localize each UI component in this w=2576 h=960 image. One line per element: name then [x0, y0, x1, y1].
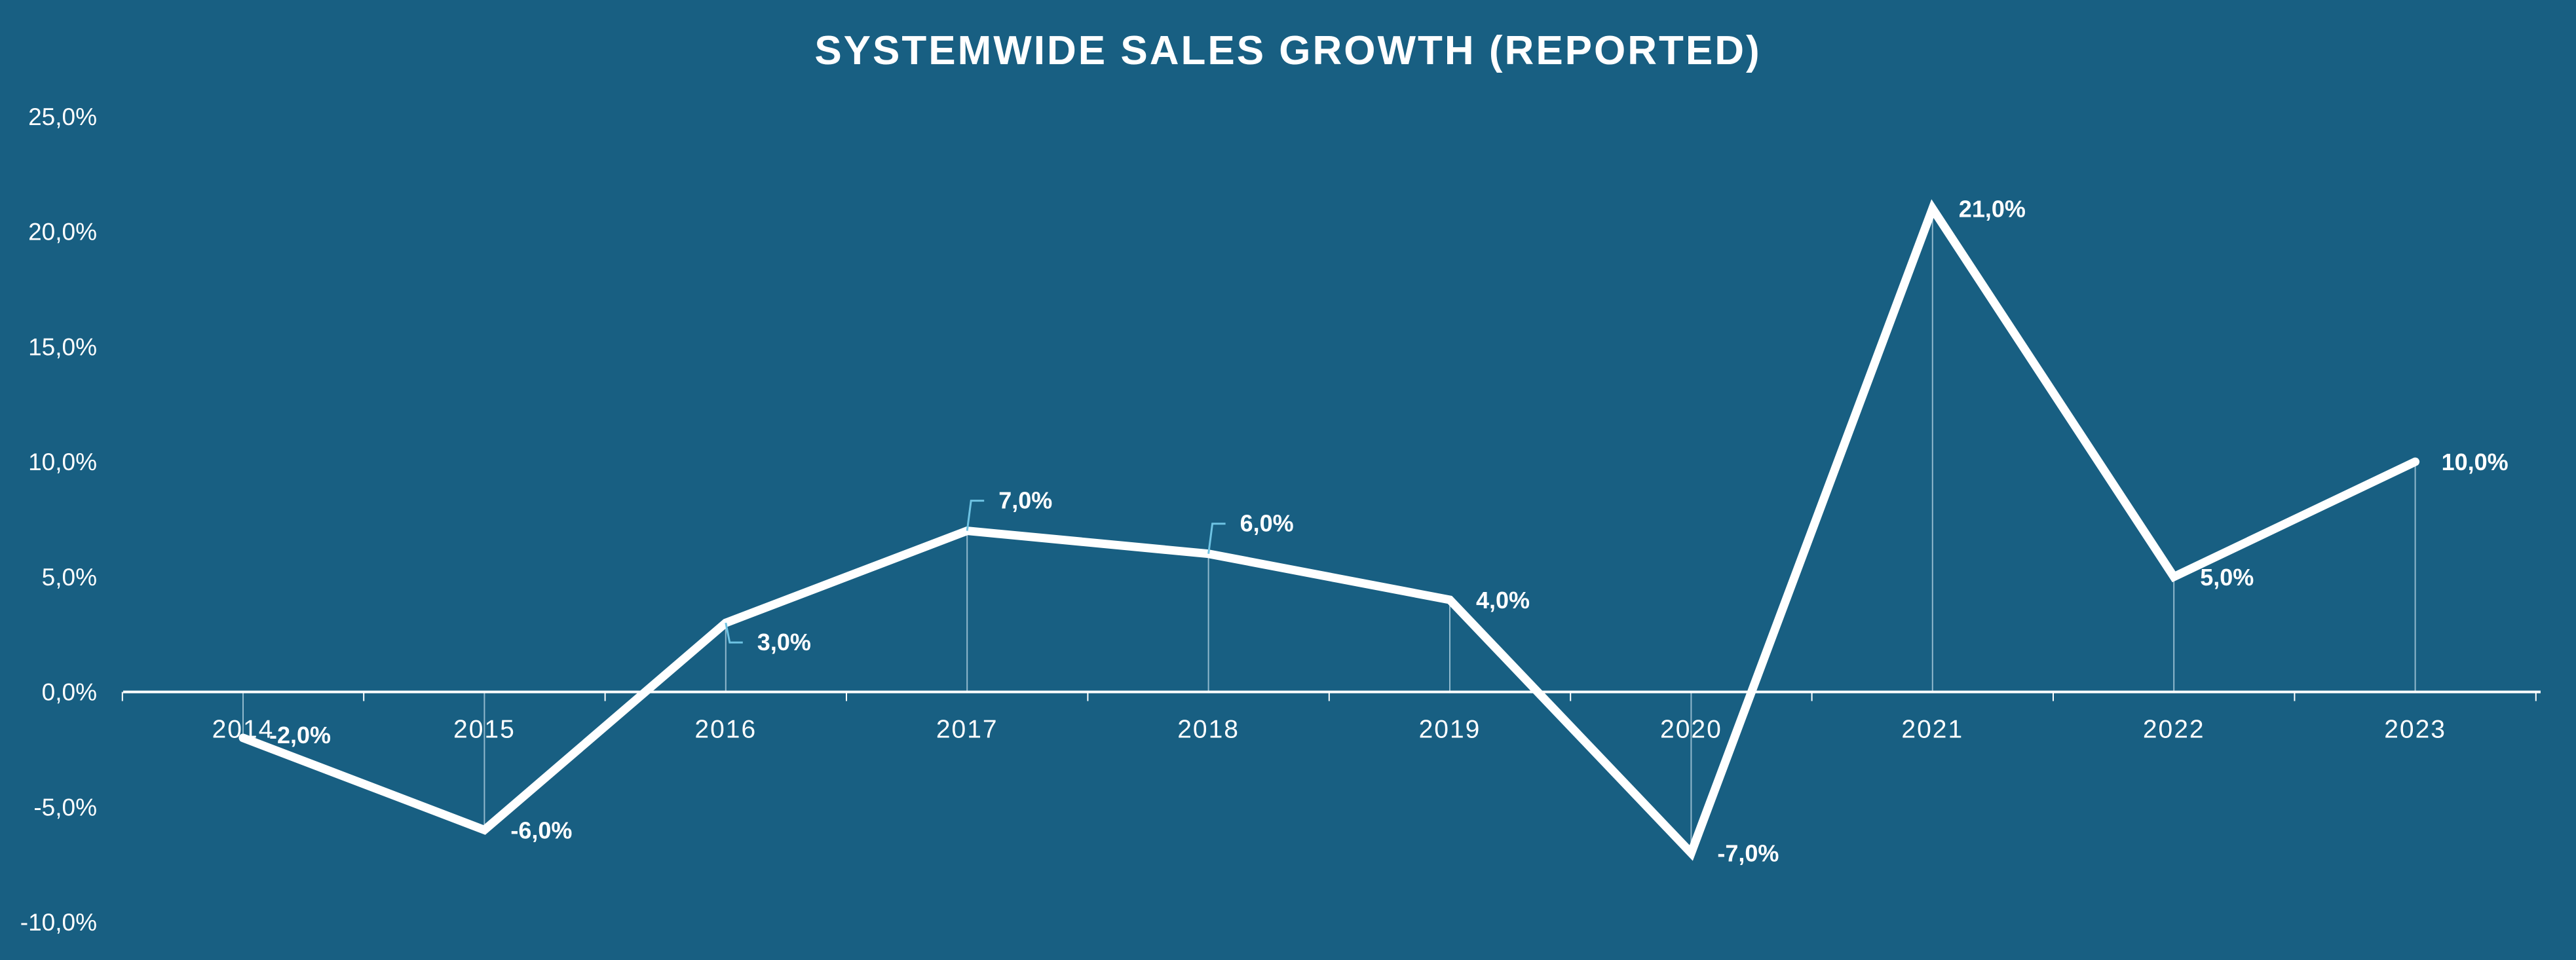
- x-tick-label: 2019: [1419, 716, 1481, 744]
- y-tick-label: 5,0%: [42, 564, 97, 591]
- data-label: 4,0%: [1476, 587, 1530, 614]
- y-tick-label: 20,0%: [28, 219, 97, 246]
- x-tick-label: 2018: [1177, 716, 1240, 744]
- data-label: 6,0%: [1240, 510, 1294, 537]
- y-tick-label: -5,0%: [33, 794, 97, 821]
- x-tick-label: 2023: [2384, 716, 2446, 744]
- data-point: [240, 734, 246, 741]
- x-axis-tick-marks: [121, 692, 2537, 701]
- x-axis-tick-labels: 2014 2015 2016 2017 2018 2019 2020 2021 2022 2023: [212, 716, 2446, 744]
- label-leader-line: [1207, 523, 1226, 554]
- y-tick-label: 25,0%: [28, 103, 97, 130]
- drop-lines: [242, 208, 2416, 853]
- x-tick-label: 2021: [1901, 716, 1963, 744]
- data-label: -2,0%: [269, 722, 331, 748]
- data-point: [1929, 205, 1936, 212]
- label-leader-line: [966, 500, 985, 531]
- x-tick-label: 2022: [2143, 716, 2205, 744]
- data-label: 10,0%: [2442, 449, 2509, 475]
- y-tick-label: 15,0%: [28, 333, 97, 360]
- data-point: [2170, 573, 2178, 580]
- y-tick-label: 0,0%: [42, 679, 97, 706]
- data-label: -6,0%: [510, 817, 572, 843]
- y-tick-label: -10,0%: [20, 909, 97, 936]
- y-tick-label: 10,0%: [28, 449, 97, 475]
- x-tick-label: 2015: [453, 716, 516, 744]
- data-point: [1447, 597, 1453, 603]
- series-line: [238, 199, 2420, 861]
- y-axis-tick-labels: 25,0% 20,0% 15,0% 10,0% 5,0% 0,0% -5,0% -10,0%: [20, 103, 97, 936]
- data-point: [481, 826, 488, 834]
- chart-title: SYSTEMWIDE SALES GROWTH (REPORTED): [814, 28, 1761, 73]
- data-label: 3,0%: [757, 629, 811, 655]
- data-labels: -2,0% -6,0% 3,0% 7,0% 6,0% 4,0% -7,0% 21,0% 5,0%…: [269, 196, 2509, 867]
- label-leader-line: [725, 622, 743, 644]
- x-tick-label: 2016: [694, 716, 757, 744]
- data-point: [1688, 849, 1695, 857]
- label-leader-lines: [725, 500, 1226, 644]
- data-label: 7,0%: [998, 487, 1052, 514]
- data-label: -7,0%: [1717, 840, 1779, 867]
- x-tick-label: 2020: [1660, 716, 1722, 744]
- x-tick-label: 2017: [936, 716, 998, 744]
- data-point: [2412, 458, 2419, 466]
- data-label: 5,0%: [2200, 564, 2254, 591]
- data-label: 21,0%: [1959, 196, 2026, 223]
